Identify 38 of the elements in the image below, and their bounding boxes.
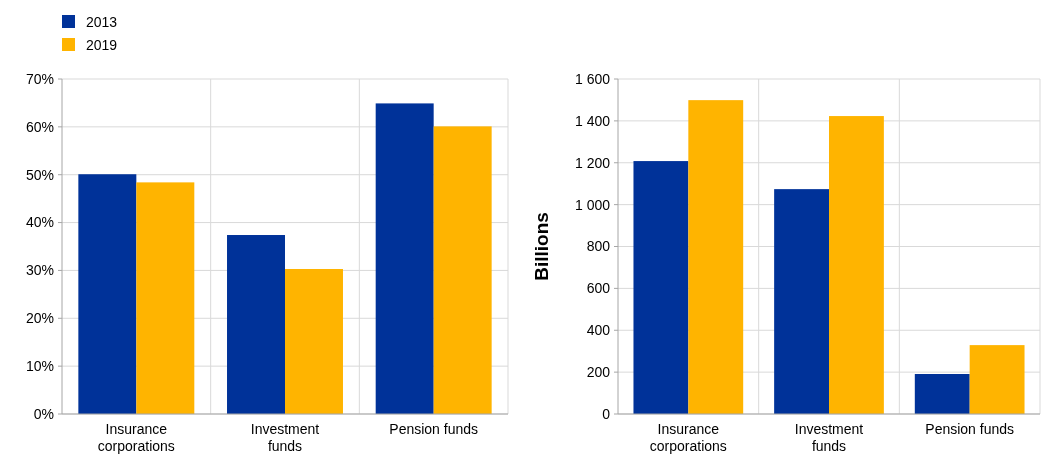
y-tick-label: 30% — [25, 262, 54, 279]
y-tick-label: 400 — [586, 322, 611, 339]
x-tick-label: Pension funds — [925, 421, 1015, 437]
y-tick-label: 40% — [25, 214, 54, 231]
y-tick-label: 50% — [25, 166, 54, 183]
x-tick-label: Investment funds — [250, 421, 320, 454]
bar — [433, 126, 492, 414]
bar — [227, 235, 285, 414]
legend-label: 2013 — [86, 13, 118, 30]
bar — [774, 189, 829, 414]
y-tick-label: 600 — [586, 280, 611, 297]
bar — [136, 182, 195, 414]
y-tick-label: 1 400 — [574, 112, 611, 129]
x-tick-label: Pension funds — [389, 421, 479, 437]
bar — [688, 100, 744, 414]
bar — [375, 103, 434, 414]
y-tick-label: 1 000 — [574, 196, 611, 213]
y-tick-label: 10% — [25, 358, 54, 375]
bar — [829, 116, 884, 414]
y-axis-title: Billions — [531, 212, 552, 281]
x-tick-label: Insurance corporations — [649, 421, 727, 454]
y-tick-label: 0 — [602, 405, 611, 422]
y-tick-label: 70% — [25, 70, 54, 87]
bar — [633, 161, 689, 414]
y-tick-label: 20% — [25, 310, 54, 327]
y-tick-label: 1 600 — [574, 70, 611, 87]
y-tick-label: 800 — [586, 238, 611, 255]
y-tick-label: 1 200 — [574, 154, 611, 171]
bar — [78, 174, 137, 414]
bar — [285, 268, 343, 414]
x-tick-label: Investment funds — [794, 421, 864, 454]
x-tick-label: Insurance corporations — [97, 421, 175, 454]
y-tick-label: 0% — [33, 405, 54, 422]
bar — [914, 374, 970, 414]
y-tick-label: 60% — [25, 118, 54, 135]
legend-label: 2019 — [86, 36, 118, 53]
y-tick-label: 200 — [586, 364, 611, 381]
bar — [969, 345, 1025, 414]
